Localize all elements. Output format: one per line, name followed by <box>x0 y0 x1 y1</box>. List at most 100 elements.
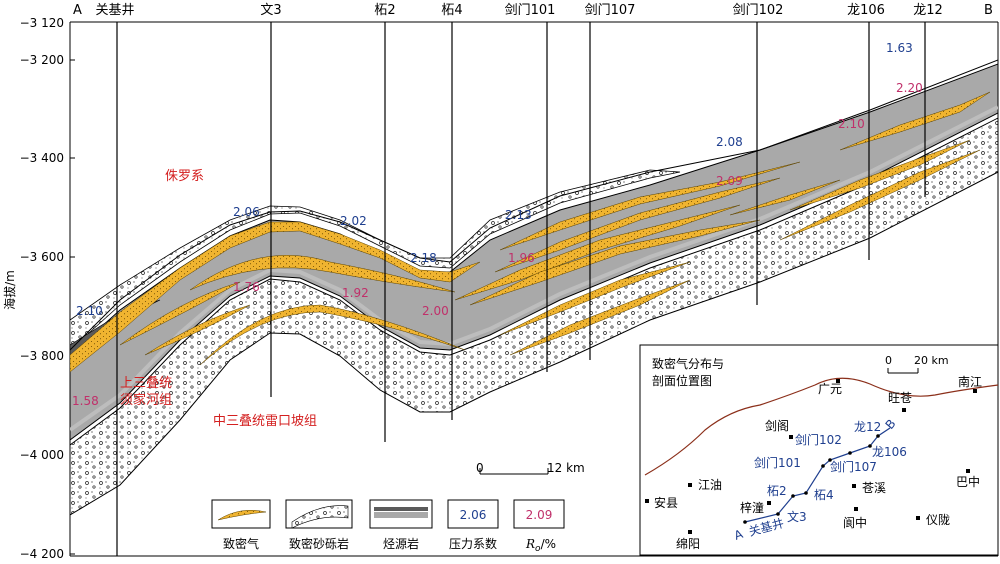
city-mianyang: 绵阳 <box>676 537 700 551</box>
y-tick-4000: −4 000 <box>20 448 64 462</box>
inset-map: 致密气分布与 剖面位置图 0 20 km 广元 旺苍 南 <box>639 344 999 556</box>
inset-well-jianmen107: 剑门107 <box>830 459 877 474</box>
y-axis-label: 海拔/m <box>2 270 17 310</box>
y-tick-3800: −3 800 <box>20 349 64 363</box>
gas-lens-1 <box>189 255 456 293</box>
formation-xujiahe: 须家河组 <box>120 392 172 408</box>
formation-jurassic: 侏罗系 <box>165 169 204 184</box>
legend-source-rock: 烃源岩 <box>383 536 419 551</box>
ro-value: 2.20 <box>896 81 923 95</box>
city-jiangyou: 江油 <box>698 478 722 492</box>
upper-conglomerate-band <box>70 169 681 351</box>
formation-labels: 侏罗系 上三叠统 须家河组 中三叠统雷口坡组 <box>120 169 317 429</box>
scale-bar: 0 12 km <box>476 461 585 475</box>
scale-end: 12 km <box>547 461 585 475</box>
well-label-long12: 龙12 <box>913 3 943 18</box>
city-nanjiang: 南江 <box>958 374 982 389</box>
pressure-coefficient: 2.13 <box>505 208 532 222</box>
scale-start: 0 <box>476 461 484 475</box>
y-axis: −3 120 −3 200 −3 400 −3 600 −3 800 −4 00… <box>2 16 999 561</box>
ro-value: 1.76 <box>233 280 260 294</box>
well-label-long106: 龙106 <box>847 3 885 18</box>
gas-lens-8 <box>469 219 761 306</box>
gas-lens-7 <box>499 161 801 251</box>
city-yilong: 仪陇 <box>926 512 950 527</box>
inset-well-jianmen102: 剑门102 <box>795 432 842 447</box>
formation-leikoupo: 中三叠统雷口坡组 <box>213 414 317 429</box>
legend-tight-sandstone: 致密砂砾岩 <box>289 536 349 551</box>
formation-upper-triassic: 上三叠统 <box>120 376 172 391</box>
basin-boundary <box>644 377 999 476</box>
y-tick-3600: −3 600 <box>20 250 64 264</box>
lower-conglomerate-layer <box>70 117 998 516</box>
gas-lens-10 <box>509 279 691 356</box>
city-wangcang: 旺苍 <box>888 391 912 405</box>
section-line <box>744 427 891 523</box>
gas-lens-6 <box>494 177 781 273</box>
inset-well-wen3: 文3 <box>787 509 807 524</box>
ro-value: 2.09 <box>716 174 743 188</box>
end-label-a: A <box>73 3 82 18</box>
pressure-coefficient: 2.02 <box>340 214 367 228</box>
inset-scale-end: 20 km <box>914 354 949 367</box>
inset-title-line1: 致密气分布与 <box>652 356 724 371</box>
well-label-jianmen102: 剑门102 <box>733 2 784 18</box>
city-anxian: 安县 <box>654 495 678 510</box>
inset-well-long12: 龙12 <box>854 420 881 434</box>
y-tick-3120: −3 120 <box>20 16 64 30</box>
pressure-coefficient: 1.63 <box>886 41 913 55</box>
inset-title-line2: 剖面位置图 <box>652 373 712 388</box>
city-jiange: 剑阁 <box>765 418 789 433</box>
legend-ro-sample: 2.09 <box>526 508 553 522</box>
well-lines <box>116 22 926 556</box>
gas-lens-4 <box>199 304 466 366</box>
end-label-b: B <box>984 3 993 18</box>
well-label-wen3: 文3 <box>260 3 281 18</box>
city-bazhong: 巴中 <box>956 474 980 489</box>
gas-layer-top <box>70 221 481 373</box>
gas-lens-13 <box>839 91 991 151</box>
ro-value: 1.96 <box>508 251 535 265</box>
gas-lens-11 <box>779 149 981 241</box>
well-label-zhe4: 柘4 <box>441 3 462 18</box>
pressure-coefficient: 2.18 <box>410 251 437 265</box>
ro-value: 2.00 <box>422 304 449 318</box>
well-labels: A B 关基井 文3 柘2 柘4 剑门101 剑门107 剑门102 龙106 … <box>73 2 993 18</box>
pressure-coefficient: 2.10 <box>76 304 103 318</box>
lower-gray-band <box>70 105 998 432</box>
gas-lens-2 <box>119 281 241 346</box>
y-tick-3400: −3 400 <box>20 151 64 165</box>
ro-value: 1.92 <box>342 286 369 300</box>
xujiahe-formation-body <box>70 63 998 441</box>
y-tick-3200: −3 200 <box>20 53 64 67</box>
legend-pressure-sample: 2.06 <box>460 508 487 522</box>
city-guangyuan: 广元 <box>818 382 842 396</box>
ro-value: 2.10 <box>838 117 865 131</box>
legend-tight-gas: 致密气 <box>223 536 259 551</box>
inset-well-zhe4: 柘4 <box>814 488 834 502</box>
legend: 致密气 致密砂砾岩 烃源岩 2.06 压力系数 2.09 Ro/% <box>211 499 565 554</box>
top-surface <box>70 59 998 351</box>
inset-well-jianmen101: 剑门101 <box>754 455 801 470</box>
well-label-zhe2: 柘2 <box>374 3 395 18</box>
ro-values: 1.58 1.76 1.92 2.00 1.96 2.09 2.10 2.20 <box>72 81 923 408</box>
city-zitong: 梓潼 <box>740 500 764 515</box>
city-langzhong: 阆中 <box>843 515 867 530</box>
city-cangxi: 苍溪 <box>862 481 886 495</box>
pressure-coefficient: 2.06 <box>233 205 260 219</box>
legend-pressure-label: 压力系数 <box>449 536 497 551</box>
ro-value: 1.58 <box>72 394 99 408</box>
inset-scale-start: 0 <box>885 354 892 367</box>
well-label-guanjijing: 关基井 <box>95 3 134 18</box>
inset-well-long106: 龙106 <box>872 445 907 459</box>
pressure-values: 2.10 2.06 2.02 2.18 2.13 2.08 1.63 <box>76 41 913 318</box>
geologic-section <box>70 59 998 516</box>
well-label-jianmen107: 剑门107 <box>585 2 636 18</box>
pressure-coefficient: 2.08 <box>716 135 743 149</box>
y-tick-4200: −4 200 <box>20 547 64 561</box>
legend-ro-label: Ro/% <box>525 537 556 554</box>
inset-well-zhe2: 柘2 <box>767 484 787 498</box>
gas-lens-3 <box>144 304 251 356</box>
well-label-jianmen101: 剑门101 <box>505 2 556 18</box>
